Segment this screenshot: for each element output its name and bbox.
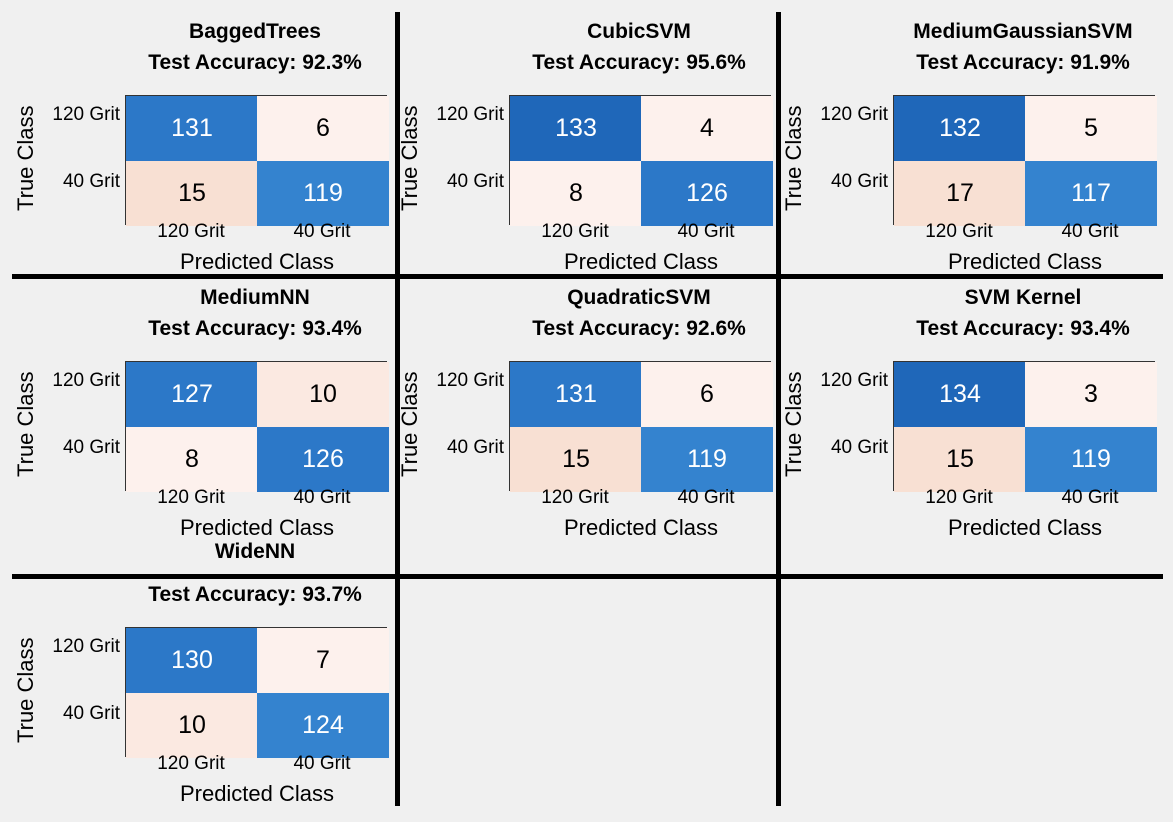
column-tick-label: 40 Grit [293, 221, 351, 242]
matrix-cell: 117 [1025, 161, 1157, 226]
accuracy-subtitle: Test Accuracy: 93.7% [148, 583, 362, 606]
vertical-divider-left [395, 12, 400, 806]
panel-title: WideNN [214, 540, 296, 563]
matrix-cell: 131 [510, 362, 642, 427]
horizontal-divider-bottom [12, 574, 1163, 579]
confusion-panel: QuadraticSVM Test Accuracy: 92.6% True Cla… [384, 279, 774, 545]
matrix-cell: 15 [894, 427, 1026, 492]
column-tick-label: 120 Grit [157, 487, 225, 508]
horizontal-divider-top [12, 274, 1163, 279]
row-tick-label: 120 Grit [52, 104, 120, 125]
matrix-cell: 6 [257, 96, 389, 161]
row-tick-label: 40 Grit [62, 703, 120, 724]
accuracy-subtitle: Test Accuracy: 93.4% [916, 317, 1130, 340]
column-tick-label: 40 Grit [677, 221, 735, 242]
matrix-cell: 7 [257, 628, 389, 693]
matrix-cell: 124 [257, 693, 389, 758]
x-axis-label: Predicted Class [179, 781, 335, 806]
confusion-panel: BaggedTrees Test Accuracy: 92.3% True Clas… [0, 13, 390, 279]
row-tick-label: 120 Grit [436, 104, 504, 125]
x-axis-label: Predicted Class [563, 249, 719, 274]
x-axis-label: Predicted Class [563, 515, 719, 540]
matrix-cell: 133 [510, 96, 642, 161]
panel-title: QuadraticSVM [567, 286, 711, 309]
matrix-cell: 15 [510, 427, 642, 492]
accuracy-subtitle: Test Accuracy: 92.3% [148, 51, 362, 74]
confusion-matrix-grid: 131 6 15 119 [509, 361, 773, 492]
confusion-panel: MediumGaussianSVM Test Accuracy: 91.9% Tru… [768, 13, 1158, 279]
confusion-panel: SVM Kernel Test Accuracy: 93.4% True Class… [768, 279, 1158, 545]
matrix-cell: 119 [641, 427, 773, 492]
column-tick-label: 120 Grit [925, 221, 993, 242]
matrix-cell: 134 [894, 362, 1026, 427]
row-tick-label: 40 Grit [830, 437, 888, 458]
column-tick-label: 120 Grit [925, 487, 993, 508]
accuracy-subtitle: Test Accuracy: 95.6% [532, 51, 746, 74]
x-axis-label: Predicted Class [947, 515, 1103, 540]
confusion-matrix-grid: 132 5 17 117 [893, 95, 1157, 226]
vertical-divider-right [776, 12, 781, 806]
matrix-cell: 17 [894, 161, 1026, 226]
matrix-cell: 132 [894, 96, 1026, 161]
row-tick-label: 40 Grit [830, 171, 888, 192]
accuracy-subtitle: Test Accuracy: 93.4% [148, 317, 362, 340]
panel-title: SVM Kernel [964, 286, 1082, 309]
matrix-cell: 127 [126, 362, 258, 427]
column-tick-label: 40 Grit [677, 487, 735, 508]
column-tick-label: 40 Grit [293, 753, 351, 774]
row-tick-label: 40 Grit [62, 171, 120, 192]
matrix-cell: 126 [257, 427, 389, 492]
panel-title: BaggedTrees [189, 20, 321, 43]
panel-title: CubicSVM [587, 20, 691, 43]
column-tick-label: 120 Grit [541, 221, 609, 242]
row-tick-label: 40 Grit [62, 437, 120, 458]
matrix-cell: 119 [257, 161, 389, 226]
matrix-cell: 6 [641, 362, 773, 427]
x-axis-label: Predicted Class [179, 249, 335, 274]
confusion-matrix-grid: 134 3 15 119 [893, 361, 1157, 492]
confusion-panel: MediumNN Test Accuracy: 93.4% True Class 12… [0, 279, 390, 545]
column-tick-label: 120 Grit [157, 221, 225, 242]
x-axis-label: Predicted Class [179, 515, 335, 540]
confusion-matrix-grid: 130 7 10 124 [125, 627, 389, 758]
column-tick-label: 40 Grit [1061, 221, 1119, 242]
matrix-cell: 5 [1025, 96, 1157, 161]
row-tick-label: 120 Grit [52, 370, 120, 391]
confusion-matrix-grid: 127 10 8 126 [125, 361, 389, 492]
matrix-cell: 131 [126, 96, 258, 161]
matrix-cell: 126 [641, 161, 773, 226]
panel-title: MediumGaussianSVM [913, 20, 1133, 43]
row-tick-label: 40 Grit [446, 437, 504, 458]
confusion-matrix-grid: 131 6 15 119 [125, 95, 389, 226]
matrix-cell: 15 [126, 161, 258, 226]
accuracy-subtitle: Test Accuracy: 92.6% [532, 317, 746, 340]
matrix-cell: 8 [126, 427, 258, 492]
row-tick-label: 120 Grit [820, 104, 888, 125]
matrix-cell: 130 [126, 628, 258, 693]
column-tick-label: 120 Grit [541, 487, 609, 508]
matrix-cell: 4 [641, 96, 773, 161]
column-tick-label: 40 Grit [1061, 487, 1119, 508]
matrix-cell: 10 [126, 693, 258, 758]
matrix-cell: 3 [1025, 362, 1157, 427]
row-tick-label: 40 Grit [446, 171, 504, 192]
column-tick-label: 40 Grit [293, 487, 351, 508]
matrix-cell: 8 [510, 161, 642, 226]
matrix-cell: 10 [257, 362, 389, 427]
confusion-panel: CubicSVM Test Accuracy: 95.6% True Class 12… [384, 13, 774, 279]
accuracy-subtitle: Test Accuracy: 91.9% [916, 51, 1130, 74]
panel-title: MediumNN [200, 286, 310, 309]
column-tick-label: 120 Grit [157, 753, 225, 774]
row-tick-label: 120 Grit [52, 636, 120, 657]
x-axis-label: Predicted Class [947, 249, 1103, 274]
confusion-matrix-grid: 133 4 8 126 [509, 95, 773, 226]
row-tick-label: 120 Grit [820, 370, 888, 391]
confusion-panel: WideNN Test Accuracy: 93.7% True Class 120 … [0, 540, 390, 811]
matrix-cell: 119 [1025, 427, 1157, 492]
row-tick-label: 120 Grit [436, 370, 504, 391]
